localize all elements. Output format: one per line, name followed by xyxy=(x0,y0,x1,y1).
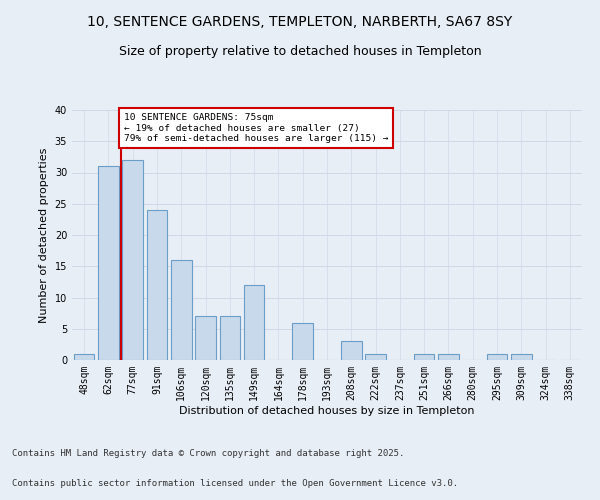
Bar xyxy=(487,354,508,360)
Y-axis label: Number of detached properties: Number of detached properties xyxy=(39,148,49,322)
Bar xyxy=(292,322,313,360)
X-axis label: Distribution of detached houses by size in Templeton: Distribution of detached houses by size … xyxy=(179,406,475,415)
Text: Size of property relative to detached houses in Templeton: Size of property relative to detached ho… xyxy=(119,45,481,58)
Bar xyxy=(414,354,434,360)
Bar xyxy=(195,316,216,360)
Bar xyxy=(74,354,94,360)
Bar xyxy=(122,160,143,360)
Text: Contains HM Land Registry data © Crown copyright and database right 2025.: Contains HM Land Registry data © Crown c… xyxy=(12,448,404,458)
Bar xyxy=(365,354,386,360)
Text: Contains public sector information licensed under the Open Government Licence v3: Contains public sector information licen… xyxy=(12,478,458,488)
Bar xyxy=(438,354,459,360)
Bar xyxy=(98,166,119,360)
Bar xyxy=(220,316,240,360)
Bar xyxy=(244,285,265,360)
Bar xyxy=(511,354,532,360)
Bar xyxy=(171,260,191,360)
Bar xyxy=(146,210,167,360)
Text: 10 SENTENCE GARDENS: 75sqm
← 19% of detached houses are smaller (27)
79% of semi: 10 SENTENCE GARDENS: 75sqm ← 19% of deta… xyxy=(124,113,389,143)
Text: 10, SENTENCE GARDENS, TEMPLETON, NARBERTH, SA67 8SY: 10, SENTENCE GARDENS, TEMPLETON, NARBERT… xyxy=(88,15,512,29)
Bar xyxy=(341,341,362,360)
